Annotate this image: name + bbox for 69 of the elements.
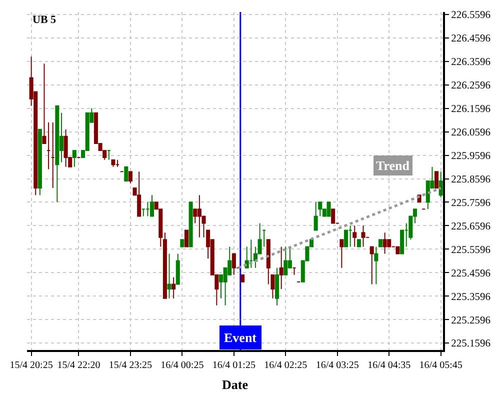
y-tick-label: 226.2596 bbox=[451, 80, 490, 92]
candlestick bbox=[172, 276, 176, 299]
candlestick bbox=[374, 246, 378, 285]
x-tick-label: 16/4 03:25 bbox=[316, 360, 359, 371]
candlestick bbox=[180, 239, 184, 248]
candlestick bbox=[352, 225, 357, 248]
series-label: Trend bbox=[376, 158, 410, 173]
y-tick-label: 225.4596 bbox=[451, 268, 490, 280]
y-tick-label: 225.7596 bbox=[451, 198, 490, 209]
candlestick bbox=[396, 246, 400, 254]
x-tick-label: 16/4 00:25 bbox=[160, 360, 204, 371]
x-tick-label: 15/4 20:25 bbox=[10, 360, 53, 371]
candlestick bbox=[370, 246, 374, 285]
candlestick bbox=[344, 230, 348, 248]
candlestick bbox=[150, 194, 154, 217]
y-tick-label: 226.4596 bbox=[451, 34, 490, 45]
candlestick bbox=[382, 232, 387, 254]
candlestick bbox=[356, 239, 361, 248]
candlestick bbox=[128, 171, 132, 184]
candlestick bbox=[284, 246, 288, 276]
x-tick-label: 15/4 22:20 bbox=[57, 360, 100, 371]
x-axis-title: Date bbox=[222, 377, 248, 392]
candlestick bbox=[111, 159, 116, 168]
candlestick bbox=[232, 253, 236, 276]
candlestick bbox=[137, 171, 142, 217]
candlestick bbox=[176, 253, 180, 285]
y-tick-label: 226.3596 bbox=[451, 57, 490, 68]
x-tick-label: 16/4 02:25 bbox=[264, 360, 308, 371]
x-tick-label: 16/4 01:25 bbox=[212, 360, 256, 371]
y-tick-label: 226.0596 bbox=[451, 127, 490, 138]
y-tick-label: 225.5596 bbox=[451, 244, 490, 256]
annotation: Event bbox=[224, 330, 258, 345]
y-tick-label: 225.1596 bbox=[451, 338, 490, 350]
candlestick bbox=[72, 150, 76, 168]
candlestick bbox=[378, 239, 382, 248]
x-tick-label: 16/4 04:35 bbox=[368, 360, 411, 371]
candlestick bbox=[279, 246, 284, 290]
candlestick bbox=[438, 171, 443, 198]
y-tick-label: 226.5596 bbox=[451, 10, 490, 22]
x-tick-label: 15/4 23:25 bbox=[108, 360, 152, 371]
y-tick-label: 225.3596 bbox=[451, 292, 490, 303]
candlestick bbox=[38, 128, 42, 196]
candlestick bbox=[348, 225, 352, 248]
candlestick bbox=[275, 267, 280, 306]
candlestick bbox=[292, 267, 296, 276]
candlestick bbox=[434, 171, 439, 189]
candlestick bbox=[326, 202, 331, 217]
candlestick bbox=[249, 239, 254, 268]
candlestick bbox=[106, 150, 111, 160]
candlestick bbox=[314, 202, 318, 231]
candlestick bbox=[184, 230, 189, 248]
candlestick bbox=[55, 105, 60, 203]
candlestick bbox=[162, 232, 167, 299]
y-tick-label: 226.1596 bbox=[451, 104, 490, 116]
y-tick-label: 225.2596 bbox=[451, 315, 490, 326]
candlestick bbox=[50, 122, 55, 189]
chart-title: UB 5 bbox=[32, 14, 57, 26]
candlestick bbox=[361, 225, 366, 248]
candlestick bbox=[240, 274, 245, 282]
candlestick bbox=[340, 239, 344, 268]
candlestick bbox=[188, 202, 193, 248]
x-tick-label: 16/4 05:45 bbox=[419, 360, 462, 371]
y-tick-label: 225.8596 bbox=[451, 174, 490, 186]
candlestick bbox=[331, 208, 336, 224]
candlestick bbox=[124, 166, 128, 182]
candlestick bbox=[167, 253, 172, 299]
y-tick-label: 225.9596 bbox=[451, 150, 490, 162]
candlestick bbox=[64, 128, 68, 168]
y-tick-label: 225.6596 bbox=[451, 221, 490, 232]
